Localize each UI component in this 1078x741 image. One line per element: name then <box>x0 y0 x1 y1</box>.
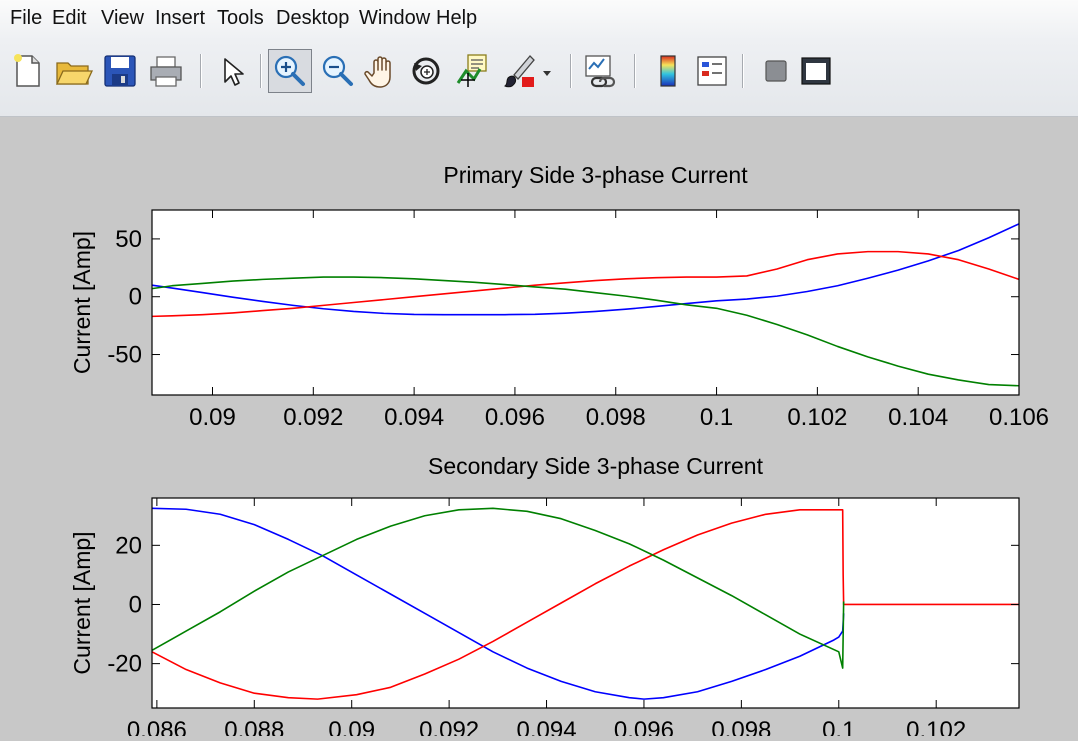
plot-2-axes-background[interactable] <box>152 498 1019 708</box>
legend-icon[interactable] <box>692 51 732 91</box>
menu-file[interactable]: File <box>10 7 43 29</box>
menu-help[interactable]: Help <box>436 7 478 29</box>
menu-bar: File Edit View Insert Tools Desktop Window Help <box>0 0 1078 40</box>
plot-2-title: Secondary Side 3-phase Current <box>428 453 764 479</box>
colorbar-icon[interactable] <box>648 51 688 91</box>
plot-2-series-line-1 <box>151 507 845 700</box>
menu-insert[interactable]: Insert <box>155 7 206 29</box>
plot-2-xtick-label: 0.094 <box>517 717 577 736</box>
show-plot-tools-icon[interactable] <box>796 51 836 91</box>
plot-1-xtick-label: 0.098 <box>586 404 646 431</box>
plot-2-series-line-3 <box>151 507 845 669</box>
plot-1-xtick-label: 0.102 <box>787 404 847 431</box>
zoom-out-icon[interactable] <box>318 51 358 91</box>
plot-1-axes-frame <box>151 209 1020 396</box>
plot-1-xtick-label: 0.1 <box>700 404 733 431</box>
plot-1-xtick-label: 0.09 <box>189 404 236 431</box>
figure-toolbar <box>0 40 1078 117</box>
plot-2-xtick-label: 0.086 <box>127 717 187 736</box>
link-plot-icon[interactable] <box>580 51 620 91</box>
plot-1-ytick-label: -50 <box>107 342 142 369</box>
plot-2-axes-frame <box>151 497 1020 709</box>
menu-edit[interactable]: Edit <box>52 7 87 29</box>
plot-2-ytick-label: 0 <box>129 591 142 618</box>
pan-hand-icon[interactable] <box>362 51 402 91</box>
open-folder-icon[interactable] <box>54 51 94 91</box>
menu-window[interactable]: Window <box>359 7 431 29</box>
plot-1-xtick-label: 0.106 <box>989 404 1049 431</box>
plot-2-xtick-label: 0.098 <box>711 717 771 736</box>
edit-plot-arrow-icon[interactable] <box>212 51 252 91</box>
plot-2-ylabel: Current [Amp] <box>69 531 95 674</box>
menu-tools[interactable]: Tools <box>217 7 264 29</box>
plot-2-xtick-label: 0.092 <box>419 717 479 736</box>
plot-1-xtick-label: 0.092 <box>283 404 343 431</box>
hide-plot-tools-icon[interactable] <box>756 51 796 91</box>
plot-1-xtick-label: 0.104 <box>888 404 948 431</box>
plot-1-xtick-label: 0.096 <box>485 404 545 431</box>
new-figure-icon[interactable] <box>8 51 48 91</box>
plot-1-series-line-2 <box>151 250 1020 318</box>
figure-canvas: 0.09 0.092 0.094 0.096 0.098 0.1 0.102 0.104 0.1… <box>0 117 1078 741</box>
zoom-in-icon[interactable] <box>268 49 312 93</box>
save-icon[interactable] <box>100 51 140 91</box>
brush-icon[interactable] <box>500 51 540 91</box>
plot-1-ytick-label: 50 <box>115 226 142 253</box>
menu-view[interactable]: View <box>101 7 144 29</box>
plot-2-xtick-label: 0.088 <box>224 717 284 736</box>
print-icon[interactable] <box>146 51 186 91</box>
plot-2-xtick-label: 0.102 <box>906 717 966 736</box>
plot-2-ytick-label: 20 <box>115 532 142 559</box>
data-cursor-icon[interactable] <box>452 51 492 91</box>
brush-dropdown-icon[interactable] <box>540 51 554 91</box>
plot-1-xtick-label: 0.094 <box>384 404 444 431</box>
plot-2-xtick-label: 0.1 <box>822 717 855 736</box>
menu-desktop[interactable]: Desktop <box>276 7 350 29</box>
plot-2-ytick-label: -20 <box>107 651 142 678</box>
plot-2-xtick-label: 0.09 <box>328 717 375 736</box>
plot-1-ytick-label: 0 <box>129 284 142 311</box>
plot-2-series-line-2 <box>151 509 1019 700</box>
rotate-3d-icon[interactable] <box>406 51 446 91</box>
plot-1-series-line-3 <box>151 276 1020 387</box>
plots-svg: 0.09 0.092 0.094 0.096 0.098 0.1 0.102 0.104 0.1… <box>69 162 1049 741</box>
plot-2-xtick-label: 0.096 <box>614 717 674 736</box>
plot-1-title: Primary Side 3-phase Current <box>443 162 748 188</box>
plot-1-ylabel: Current [Amp] <box>69 231 95 374</box>
plot-1-series-line-1 <box>151 223 1020 316</box>
plot-1-axes-background[interactable] <box>152 210 1019 395</box>
